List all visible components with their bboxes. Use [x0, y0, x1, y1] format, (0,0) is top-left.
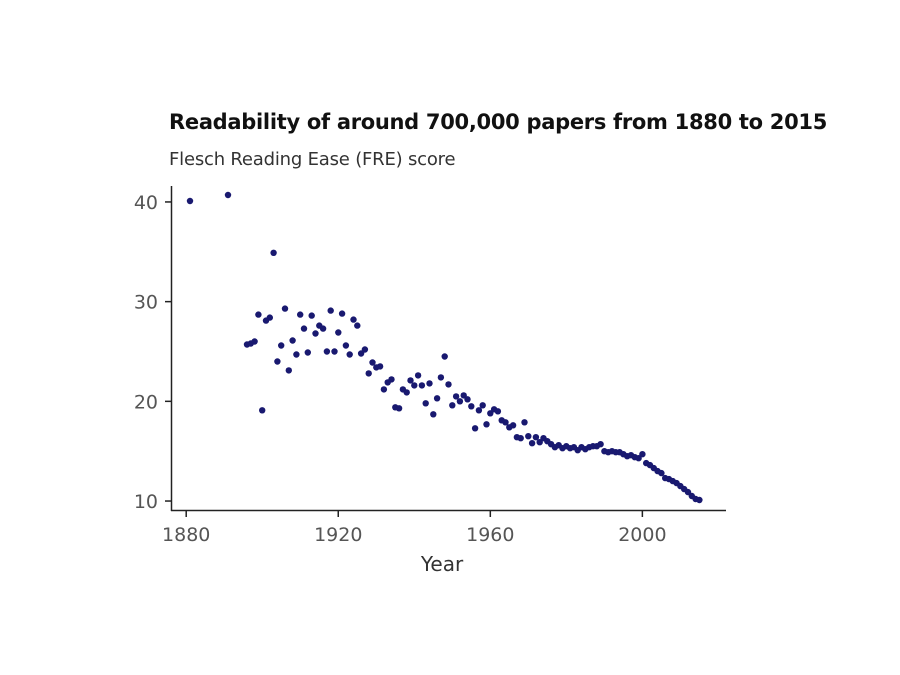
data-point [297, 311, 304, 318]
data-point [380, 386, 388, 393]
chart-subtitle: Flesch Reading Ease (FRE) score [169, 149, 456, 170]
data-point [479, 402, 486, 409]
data-point [528, 440, 536, 447]
data-point [407, 377, 414, 384]
data-point [259, 407, 266, 414]
y-tick-label: 10 [134, 491, 158, 513]
data-point [278, 342, 285, 349]
data-point [281, 305, 289, 312]
data-point [597, 441, 604, 448]
data-point [430, 411, 437, 418]
data-point [354, 322, 361, 329]
data-point [369, 359, 376, 366]
chart-title: Readability of around 700,000 papers fro… [169, 110, 828, 134]
data-points [186, 191, 703, 504]
data-point [338, 310, 346, 317]
data-point [327, 307, 334, 314]
data-point [346, 351, 353, 358]
data-point [411, 382, 418, 389]
x-axis-title: Year [420, 552, 464, 576]
data-point [502, 419, 509, 426]
x-tick-label: 1880 [162, 524, 210, 546]
data-point [335, 329, 342, 336]
data-point [475, 407, 483, 414]
data-point [517, 435, 524, 442]
data-point [433, 395, 441, 402]
y-tick-label: 40 [134, 192, 158, 214]
data-point [452, 393, 460, 400]
data-point [445, 381, 452, 388]
data-point [487, 410, 494, 417]
data-point [437, 374, 445, 381]
x-tick-label: 2000 [618, 524, 666, 546]
data-point [483, 421, 490, 428]
data-point [319, 325, 327, 332]
data-point [456, 398, 464, 405]
data-point [323, 348, 331, 355]
data-point [388, 376, 395, 383]
data-point [186, 197, 194, 205]
data-point [224, 191, 232, 199]
data-point [255, 311, 262, 318]
data-point [414, 372, 422, 379]
data-point [285, 367, 292, 374]
data-point [449, 402, 456, 409]
data-point [270, 249, 277, 256]
data-point [300, 325, 308, 332]
data-point [658, 469, 665, 477]
data-point [468, 403, 475, 410]
x-tick-label: 1920 [314, 524, 362, 546]
data-point [418, 382, 426, 389]
data-point [266, 314, 273, 321]
data-point [304, 349, 311, 356]
data-point [639, 451, 646, 458]
data-point [274, 358, 281, 365]
data-point [350, 316, 357, 323]
data-point [395, 405, 403, 412]
x-axis-ticks: 1880 1920 1960 2000 [162, 511, 667, 546]
data-point [308, 312, 315, 319]
data-point [696, 496, 703, 504]
data-point [509, 422, 517, 429]
data-point [312, 330, 319, 337]
data-point [464, 396, 471, 403]
data-point [361, 346, 369, 353]
data-point [532, 434, 540, 441]
data-point [494, 408, 502, 415]
y-tick-label: 20 [134, 391, 158, 413]
y-axis-ticks: 10 20 30 40 [134, 192, 171, 513]
data-point [635, 455, 642, 462]
data-point [365, 370, 372, 377]
data-point [426, 380, 433, 387]
x-tick-label: 1960 [466, 524, 514, 546]
data-point [422, 400, 429, 407]
data-point [441, 353, 448, 360]
data-point [331, 348, 338, 355]
data-point [521, 419, 528, 426]
data-point [536, 439, 543, 446]
data-point [471, 425, 479, 432]
data-point [357, 350, 365, 357]
data-point [376, 363, 384, 370]
data-point [251, 338, 258, 345]
data-point [289, 337, 296, 344]
y-tick-label: 30 [134, 292, 158, 314]
data-point [293, 351, 300, 358]
data-point [525, 433, 532, 440]
data-point [403, 389, 410, 396]
data-point [342, 342, 350, 349]
